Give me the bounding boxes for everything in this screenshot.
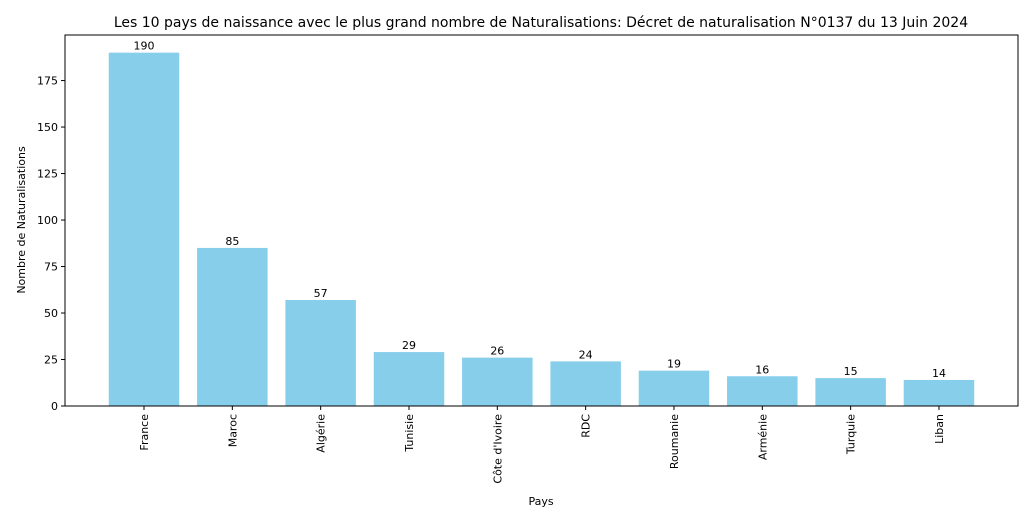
value-label-9: 14 [932, 367, 946, 380]
value-label-7: 16 [755, 363, 769, 376]
bar-1 [197, 247, 268, 406]
x-tick-label-1: Maroc [226, 414, 239, 447]
x-tick-label-4: Côte d'Ivoire [491, 414, 504, 484]
value-label-2: 57 [314, 287, 328, 300]
bar-7 [727, 376, 798, 406]
y-tick-label-7: 175 [37, 75, 58, 88]
x-tick-label-2: Algérie [315, 414, 328, 453]
bar-4 [462, 357, 533, 406]
x-axis: France Maroc Algérie Tunisie Côte d'Ivoire RD… [138, 406, 946, 484]
value-label-1: 85 [225, 235, 239, 248]
value-label-8: 15 [844, 365, 858, 378]
bars-group [108, 52, 975, 407]
y-tick-label-2: 50 [44, 307, 58, 320]
y-axis: 0 25 50 75 100 125 150 175 [37, 75, 65, 413]
x-tick-label-8: Turquie [845, 414, 858, 455]
y-tick-label-6: 150 [37, 121, 58, 134]
bar-9 [903, 379, 975, 406]
x-tick-label-3: Tunisie [403, 414, 416, 453]
y-tick-label-0: 0 [51, 400, 58, 413]
y-tick-label-5: 125 [37, 168, 58, 181]
chart-title: Les 10 pays de naissance avec le plus gr… [114, 15, 968, 31]
plot-frame [64, 34, 1019, 407]
value-label-5: 24 [579, 348, 593, 361]
y-tick-label-3: 75 [44, 261, 58, 274]
value-label-6: 19 [667, 358, 681, 371]
y-tick-label-4: 100 [37, 214, 58, 227]
value-label-0: 190 [134, 40, 155, 53]
bar-8 [815, 378, 886, 406]
bar-6 [638, 370, 710, 406]
x-tick-label-9: Liban [933, 414, 946, 444]
x-tick-label-7: Arménie [756, 414, 769, 460]
x-tick-label-6: Roumanie [668, 414, 681, 469]
x-tick-label-5: RDC [580, 414, 593, 438]
bar-2 [285, 300, 356, 406]
bar-0 [108, 52, 180, 407]
x-tick-label-0: France [138, 414, 151, 451]
y-axis-label: Nombre de Naturalisations [15, 146, 28, 294]
x-axis-label: Pays [528, 495, 553, 508]
value-labels-group: 190 85 57 29 26 24 19 16 15 14 [134, 40, 946, 380]
y-tick-label-1: 25 [44, 354, 58, 367]
bar-5 [550, 361, 621, 406]
value-label-4: 26 [490, 345, 504, 358]
value-label-3: 29 [402, 339, 416, 352]
bar-3 [373, 352, 445, 406]
